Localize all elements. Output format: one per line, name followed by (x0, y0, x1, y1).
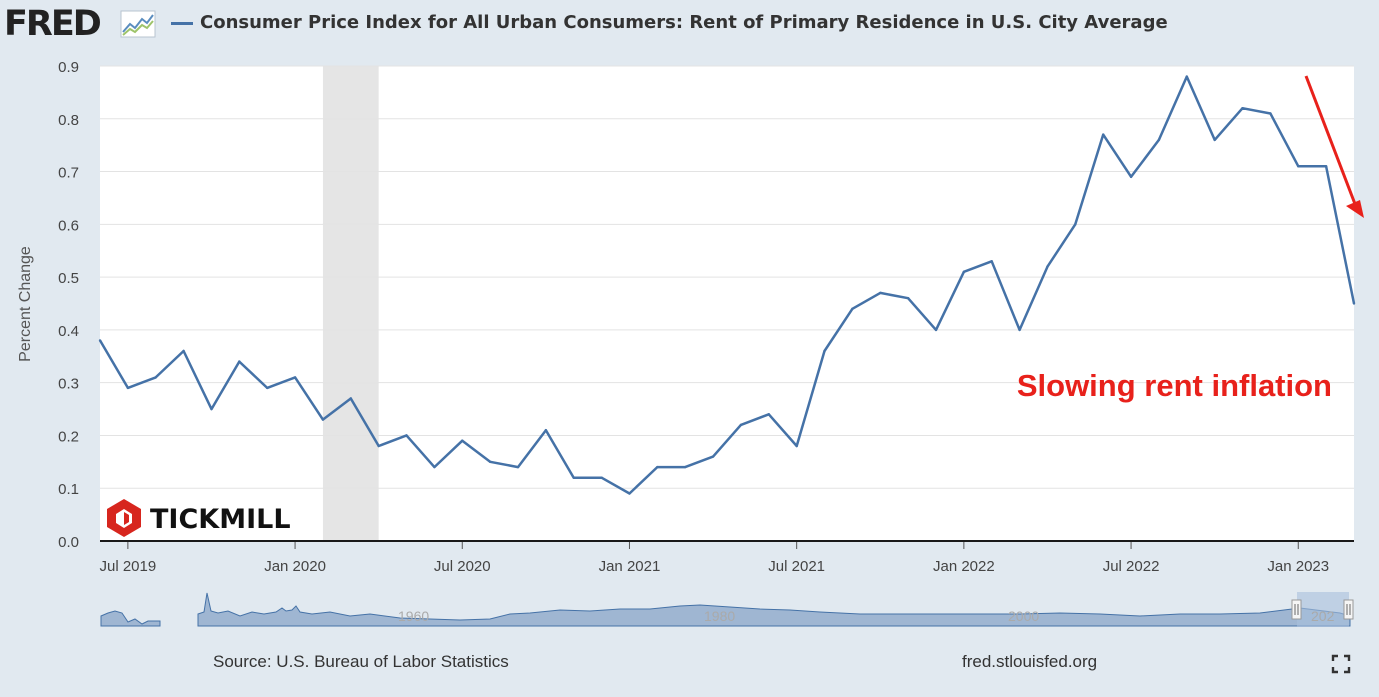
data-point[interactable] (98, 339, 102, 342)
x-tick-label: Jan 2023 (1267, 558, 1329, 575)
tickmill-watermark: TICKMILL (107, 499, 291, 537)
data-point[interactable] (154, 376, 157, 379)
data-point[interactable] (1324, 165, 1328, 168)
plot-background (100, 66, 1354, 541)
chart-title: Consumer Price Index for All Urban Consu… (200, 12, 1168, 33)
data-point[interactable] (795, 444, 798, 448)
x-tick-label: Jan 2021 (599, 558, 661, 575)
x-tick-label: Jan 2020 (264, 558, 326, 575)
data-point[interactable] (572, 476, 575, 479)
data-point[interactable] (934, 328, 938, 332)
data-point[interactable] (711, 455, 715, 458)
data-point[interactable] (1241, 107, 1244, 110)
y-tick-label: 0.4 (58, 323, 79, 340)
y-tick-label: 0.1 (58, 481, 79, 498)
recession-shading (322, 66, 379, 541)
y-tick-label: 0.3 (58, 376, 79, 393)
y-tick-label: 0.5 (58, 270, 79, 287)
x-tick-label: Jan 2022 (933, 558, 995, 575)
data-point[interactable] (433, 465, 436, 469)
data-point[interactable] (600, 476, 603, 479)
data-point[interactable] (1157, 138, 1161, 142)
series-line (98, 75, 1356, 495)
data-point[interactable] (1269, 112, 1272, 115)
data-point[interactable] (1352, 302, 1356, 305)
data-point[interactable] (349, 397, 352, 400)
navigator-selection[interactable] (1297, 592, 1349, 627)
y-tick-label: 0.9 (58, 59, 79, 76)
navigator-label-2020: 202 (1311, 608, 1335, 624)
data-point[interactable] (461, 439, 464, 442)
y-tick-label: 0.6 (58, 217, 79, 234)
navigator-handle-right[interactable] (1343, 599, 1354, 620)
y-axis-label: Percent Change (17, 246, 34, 362)
x-tick-label: Jul 2019 (100, 558, 157, 575)
data-point[interactable] (739, 423, 743, 427)
data-point[interactable] (1046, 265, 1049, 268)
data-point[interactable] (1018, 328, 1021, 332)
data-point[interactable] (238, 360, 241, 363)
x-tick-label: Jul 2020 (434, 558, 491, 575)
fred-logo[interactable]: FRED (4, 4, 102, 44)
y-axis-ticks: 0.0 0.1 0.2 0.3 0.4 0.5 0.6 0.7 0.8 0.9 (58, 59, 79, 551)
data-point[interactable] (879, 291, 882, 295)
data-point[interactable] (656, 465, 659, 469)
data-point[interactable] (488, 460, 492, 464)
navigator-label-1980: 1980 (704, 608, 735, 624)
tickmill-text: TICKMILL (150, 504, 291, 535)
data-point[interactable] (1213, 138, 1216, 142)
data-point[interactable] (182, 349, 185, 353)
chart-header: FRED Consumer Price Index for All Urban … (0, 0, 1379, 50)
navigator-label-1960: 1960 (398, 608, 429, 624)
annotation-arrow-icon (1304, 75, 1364, 218)
series-points (98, 75, 1356, 495)
data-point[interactable] (405, 434, 408, 437)
navigator-label-2000: 2000 (1008, 608, 1039, 624)
data-point[interactable] (906, 297, 910, 300)
x-tick-label: Jul 2021 (768, 558, 825, 575)
data-point[interactable] (1074, 223, 1077, 226)
x-axis-ticks: Jul 2019 Jan 2020 Jul 2020 Jan 2021 Jul 2021… (100, 541, 1329, 575)
data-point[interactable] (293, 376, 297, 379)
data-point[interactable] (684, 465, 687, 469)
data-point[interactable] (1129, 175, 1133, 179)
data-point[interactable] (767, 413, 770, 416)
x-tick-label: Jul 2022 (1103, 558, 1160, 575)
data-point[interactable] (321, 418, 325, 421)
data-point[interactable] (990, 260, 993, 263)
fred-graph-icon (120, 10, 156, 38)
y-tick-label: 0.2 (58, 428, 79, 445)
navigator-area (100, 592, 1351, 627)
y-tick-label: 0.0 (58, 534, 79, 551)
data-point[interactable] (823, 349, 826, 353)
annotation-text: Slowing rent inflation (1017, 368, 1332, 403)
data-point[interactable] (962, 270, 966, 274)
y-tick-label: 0.7 (58, 165, 79, 182)
data-point[interactable] (1297, 165, 1300, 168)
data-point[interactable] (377, 444, 380, 448)
legend-series-line (171, 22, 193, 25)
data-point[interactable] (266, 386, 269, 390)
data-point[interactable] (516, 465, 520, 469)
data-point[interactable] (1185, 75, 1189, 78)
navigator-handle-left[interactable] (1291, 599, 1302, 620)
fullscreen-icon[interactable] (1331, 654, 1351, 674)
data-point[interactable] (1102, 133, 1105, 136)
data-point[interactable] (126, 386, 130, 390)
grid-lines (100, 65, 1354, 489)
y-tick-label: 0.8 (58, 112, 79, 129)
data-point[interactable] (851, 307, 854, 310)
data-point[interactable] (628, 492, 631, 495)
source-text: Source: U.S. Bureau of Labor Statistics (213, 652, 509, 671)
navigator[interactable]: 1960 1980 2000 202 (100, 592, 1354, 627)
data-point[interactable] (544, 428, 548, 432)
source-url-link[interactable]: fred.stlouisfed.org (962, 652, 1098, 671)
data-point[interactable] (210, 407, 213, 411)
